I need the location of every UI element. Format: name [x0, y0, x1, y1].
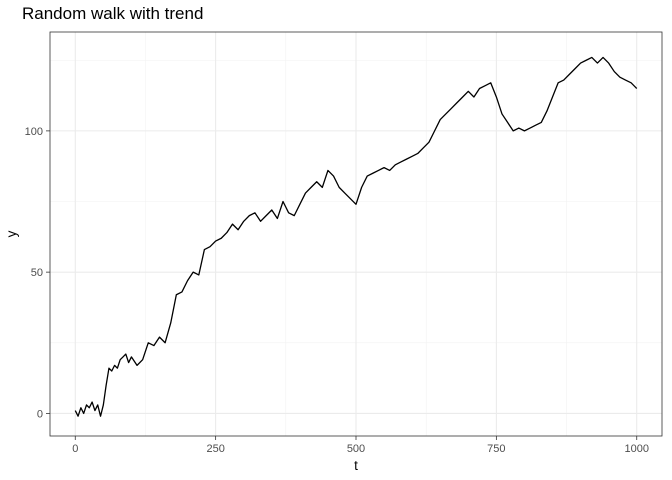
x-tick-label: 750 — [487, 443, 505, 455]
y-tick-label: 100 — [25, 126, 43, 138]
chart-title: Random walk with trend — [22, 4, 204, 23]
y-tick-label: 0 — [37, 408, 43, 420]
x-tick-label: 500 — [347, 443, 365, 455]
y-axis-title: y — [4, 230, 19, 237]
axis-ticks — [46, 130, 638, 440]
x-tick-label: 0 — [72, 443, 78, 455]
major-grid — [50, 32, 662, 436]
x-axis-title: t — [354, 458, 358, 473]
series-line — [74, 56, 638, 417]
x-tick-label: 250 — [206, 443, 224, 455]
x-tick-label: 1000 — [624, 443, 648, 455]
tick-labels: 0 250 500 750 1000 0 50 100 — [25, 126, 649, 455]
y-tick-label: 50 — [31, 267, 43, 279]
